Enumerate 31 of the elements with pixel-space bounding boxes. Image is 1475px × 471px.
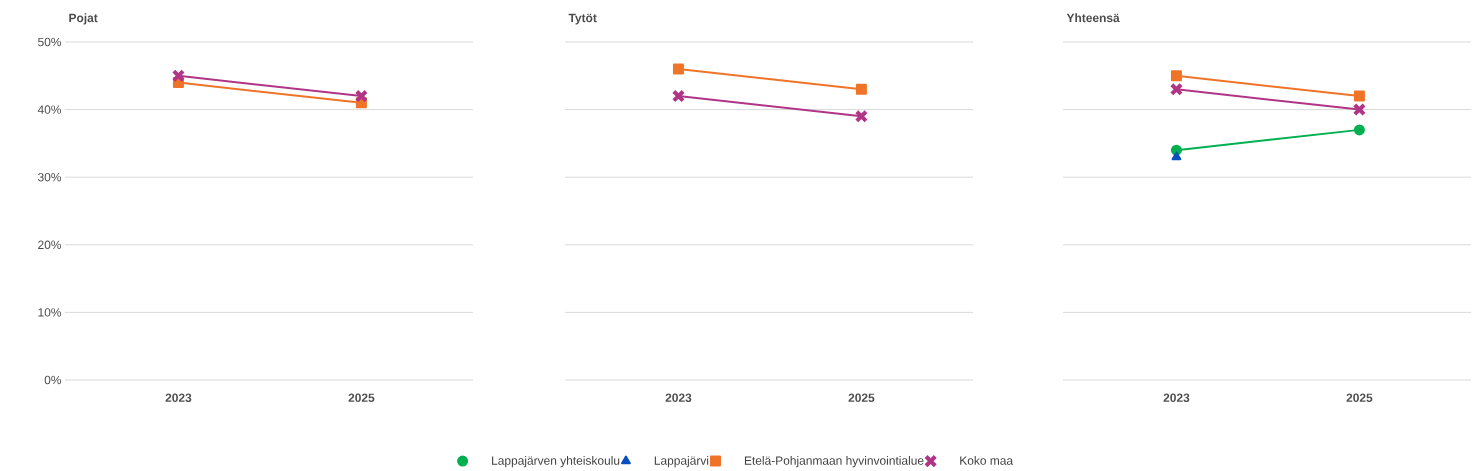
legend-label: Lappajärvi: [654, 456, 709, 468]
x-tick-label: 2025: [848, 393, 875, 402]
chart-title: Yhteensä: [1066, 13, 1120, 23]
chart-title: Tytöt: [568, 13, 597, 25]
legend-label: Koko maa: [960, 456, 1014, 465]
point: [1353, 124, 1365, 136]
x-tick-label: 2023: [1163, 393, 1190, 403]
point: [1170, 70, 1182, 82]
y-tick-label: 0%: [44, 375, 62, 385]
legend-label: Etelä-Pohjanmaan hyvinvointialue: [744, 456, 924, 468]
x-tick-label: 2025: [348, 393, 375, 402]
point: [171, 69, 186, 83]
x-tick-label: 2023: [165, 393, 192, 403]
point: [671, 89, 686, 103]
x-tick-label: 2025: [1346, 393, 1373, 402]
point: [1169, 82, 1184, 96]
point: [672, 63, 684, 75]
point: [854, 109, 868, 123]
x-tick-label: 2023: [665, 393, 692, 403]
point: [1353, 90, 1365, 102]
y-tick-label: 40%: [37, 105, 62, 114]
point: [1171, 151, 1182, 161]
point: [1352, 103, 1366, 117]
point: [354, 89, 368, 103]
y-tick-label: 10%: [38, 308, 62, 317]
chart-title: Pojat: [69, 13, 98, 25]
legend-label: Lappajärven yhteiskoulu: [492, 456, 620, 468]
point: [855, 83, 867, 95]
y-tick-label: 30%: [38, 172, 62, 182]
y-tick-label: 20%: [38, 240, 62, 250]
y-tick-label: 50%: [38, 37, 62, 47]
